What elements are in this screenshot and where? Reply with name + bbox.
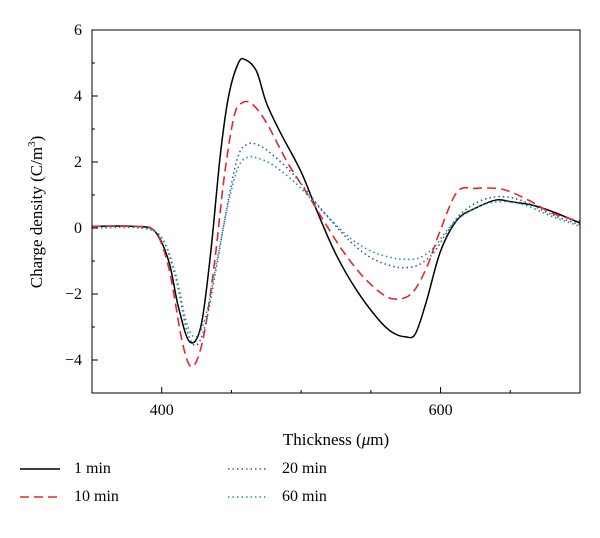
series-line-10min bbox=[92, 100, 580, 368]
series-layer bbox=[92, 57, 580, 368]
series-line-1min bbox=[92, 57, 580, 344]
y-tick-label: −4 bbox=[65, 352, 82, 369]
y-tick-label: 6 bbox=[74, 22, 82, 39]
labels-layer: −4 −2 0 2 4 6 400 600 bbox=[65, 22, 453, 419]
y-tick-label: 2 bbox=[74, 154, 82, 171]
x-tick-label: 600 bbox=[429, 402, 453, 419]
legend-label: 60 min bbox=[282, 488, 327, 505]
series-line-60min bbox=[92, 155, 580, 339]
legend-label: 10 min bbox=[74, 488, 119, 505]
legend-swatch-10min bbox=[20, 496, 60, 498]
y-tick-label: 4 bbox=[74, 88, 82, 105]
legend-item-20min: 20 min bbox=[228, 458, 327, 480]
y-tick-label: −2 bbox=[65, 286, 82, 303]
plot-frame bbox=[91, 29, 581, 394]
x-axis-title: Thickness (μm) bbox=[283, 430, 389, 449]
x-tick-label: 400 bbox=[150, 402, 174, 419]
series-line-20min bbox=[92, 142, 580, 347]
y-axis-title: Charge density (C/m3) bbox=[26, 136, 46, 289]
legend-item-1min: 1 min bbox=[20, 458, 111, 480]
legend-label: 20 min bbox=[282, 460, 327, 477]
legend-swatch-20min bbox=[228, 468, 268, 470]
legend-item-10min: 10 min bbox=[20, 486, 119, 508]
legend-swatch-1min bbox=[20, 468, 60, 470]
legend-item-60min: 60 min bbox=[228, 486, 327, 508]
y-tick-label: 0 bbox=[74, 220, 82, 237]
charge-density-chart: −4 −2 0 2 4 6 400 600 Thickness (μm) Charge den… bbox=[26, 22, 581, 449]
ticks-layer bbox=[91, 29, 581, 394]
legend-swatch-60min bbox=[228, 496, 268, 498]
legend-label: 1 min bbox=[74, 460, 111, 477]
legend: 1 min 10 min 20 min 60 min bbox=[20, 452, 440, 522]
